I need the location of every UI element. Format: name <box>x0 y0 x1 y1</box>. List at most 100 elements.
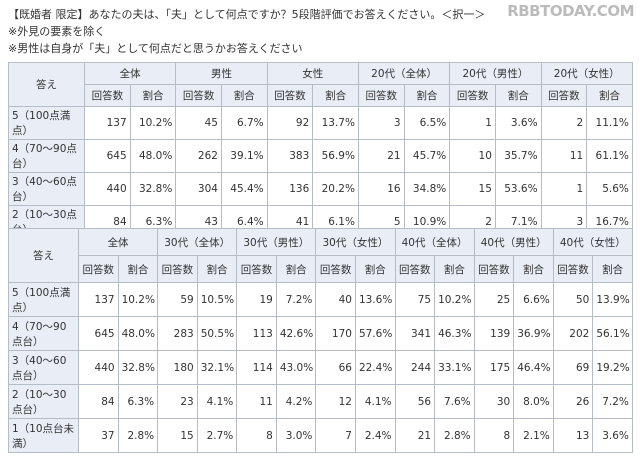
cell: 75 <box>394 282 436 317</box>
cell: 8 <box>473 418 515 453</box>
cell: 3 <box>357 106 405 140</box>
cell: 57.6% <box>354 316 396 351</box>
cell: 43.0% <box>275 350 317 385</box>
cell: 262 <box>175 139 222 173</box>
header-cell: 30代（男性） <box>236 228 317 256</box>
cell: 84 <box>78 384 119 419</box>
header-cell: 女性 <box>266 62 359 85</box>
cell: 21 <box>394 418 436 453</box>
cell: 341 <box>394 316 436 351</box>
data-row: 5（100点満点） 137 10.2% 59 10.5% 19 7.2% 40 13.6% 75 1… <box>8 282 633 317</box>
cell: 4.1% <box>196 384 238 419</box>
row-label: 1（10点台未満） <box>8 418 79 453</box>
cell: 136 <box>266 172 314 206</box>
cell: 32.8% <box>117 350 159 385</box>
subheader-cell: 回答数 <box>84 84 131 107</box>
cell: 1 <box>540 172 588 206</box>
cell: 50.5% <box>196 316 238 351</box>
data-row: 4（70～90点台） 645 48.0% 262 39.1% 383 56.9% 21 45.7… <box>8 139 633 173</box>
cell: 10.2% <box>434 282 475 317</box>
cell: 50 <box>552 282 594 317</box>
header-cell: 全体 <box>83 62 177 85</box>
cell: 45.4% <box>220 172 268 206</box>
subheader-cell: 割合 <box>275 255 317 283</box>
header-cell: 40代（全体） <box>394 228 475 256</box>
cell: 36.9% <box>513 316 554 351</box>
cell: 645 <box>78 316 119 351</box>
cell: 6.5% <box>403 106 451 140</box>
cell: 40 <box>315 282 356 317</box>
subheader-cell: 回答数 <box>266 84 314 107</box>
subheader-cell: 回答数 <box>552 255 594 283</box>
data-row: 3（40～60点台） 440 32.8% 180 32.1% 114 43.0% 66 22.4… <box>8 350 633 385</box>
cell: 59 <box>157 282 198 317</box>
cell: 48.0% <box>117 316 159 351</box>
row-label: 2（10～30点台） <box>8 384 79 419</box>
cell: 7.2% <box>592 384 633 419</box>
watermark: RBBTODAY.COM <box>507 2 634 20</box>
subheader-cell: 割合 <box>513 255 554 283</box>
subheader-cell: 回答数 <box>157 255 198 283</box>
cell: 32.8% <box>129 172 177 206</box>
cell: 4.1% <box>354 384 396 419</box>
cell: 45 <box>175 106 222 140</box>
cell: 114 <box>236 350 277 385</box>
subheader-cell: 割合 <box>592 255 633 283</box>
cell: 11.1% <box>586 106 633 140</box>
cell: 170 <box>315 316 356 351</box>
cell: 6.6% <box>513 282 554 317</box>
data-row: 1（10点台未満） 37 2.8% 15 2.7% 8 3.0% 7 2.4% 21 2.8% 8 2.… <box>8 418 633 453</box>
cell: 26 <box>552 384 594 419</box>
cell: 645 <box>84 139 131 173</box>
cell: 30 <box>473 384 515 419</box>
cell: 2 <box>540 106 588 140</box>
cell: 46.4% <box>513 350 554 385</box>
cell: 3.0% <box>275 418 317 453</box>
header-cell: 全体 <box>77 228 159 256</box>
cell: 35.7% <box>494 139 542 173</box>
cell: 11 <box>540 139 588 173</box>
cell: 6.7% <box>220 106 268 140</box>
header-cell: 20代（女性） <box>540 62 633 85</box>
cell: 25 <box>473 282 515 317</box>
cell: 23 <box>157 384 198 419</box>
subheader-cell: 割合 <box>434 255 475 283</box>
cell: 39.1% <box>220 139 268 173</box>
cell: 92 <box>266 106 314 140</box>
header-cell: 40代（男性） <box>473 228 554 256</box>
subheader-cell: 割合 <box>220 84 268 107</box>
subheader-cell: 割合 <box>129 84 177 107</box>
cell: 45.7% <box>403 139 451 173</box>
row-label: 5（100点満点） <box>8 106 85 140</box>
cell: 37 <box>78 418 119 453</box>
cell: 56.9% <box>312 139 359 173</box>
data-row: 4（70～90点台） 645 48.0% 283 50.5% 113 42.6% 170 57.… <box>8 316 633 351</box>
cell: 13 <box>552 418 594 453</box>
cell: 13.9% <box>592 282 633 317</box>
cell: 8 <box>236 418 277 453</box>
cell: 283 <box>157 316 198 351</box>
cell: 1 <box>449 106 496 140</box>
row-label: 5（100点満点） <box>8 282 79 317</box>
cell: 6.3% <box>117 384 159 419</box>
subheader-cell: 回答数 <box>540 84 588 107</box>
cell: 137 <box>84 106 131 140</box>
header-cell: 20代（男性） <box>449 62 542 85</box>
subheader-cell: 回答数 <box>473 255 515 283</box>
header-cell: 男性 <box>175 62 268 85</box>
table: 答え 全体 男性 女性 20代（全体） 20代（男性） 20代（女性） 回答数 割合 回答数 割合回… <box>8 62 633 272</box>
row-label: 4（70～90点台） <box>8 316 79 351</box>
subheader-cell: 割合 <box>403 84 451 107</box>
cell: 383 <box>266 139 314 173</box>
header-cell: 20代（全体） <box>357 62 451 85</box>
header-cell: 40代（女性） <box>552 228 633 256</box>
cell: 8.0% <box>513 384 554 419</box>
data-row: 2（10～30点台） 84 6.3% 23 4.1% 11 4.2% 12 4.1% 56 7.6%… <box>8 384 633 419</box>
data-row: 3（40～60点台） 440 32.8% 304 45.4% 136 20.2% 16 34.8… <box>8 172 633 206</box>
cell: 3.6% <box>592 418 633 453</box>
cell: 7 <box>315 418 356 453</box>
cell: 42.6% <box>275 316 317 351</box>
cell: 440 <box>78 350 119 385</box>
cell: 175 <box>473 350 515 385</box>
